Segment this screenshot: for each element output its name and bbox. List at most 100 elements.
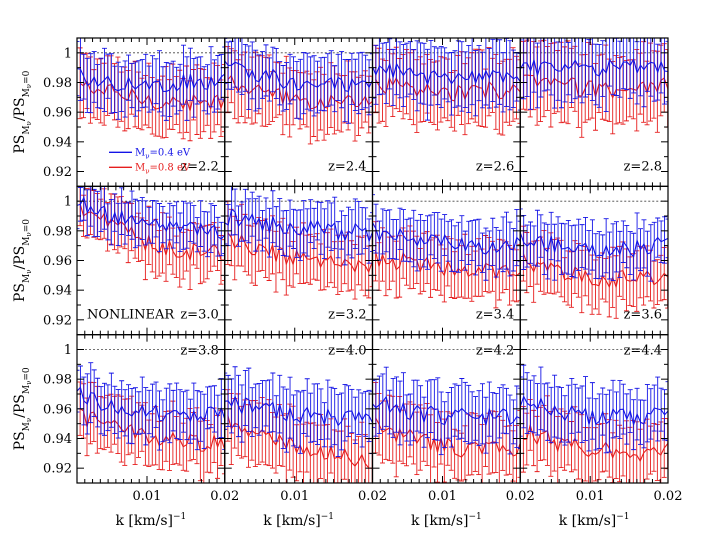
x-axis-label: k [km/s]−1: [263, 512, 334, 529]
series-line-blue: [372, 395, 521, 426]
panel-series: [77, 186, 225, 290]
y-label-num-sub: M: [22, 125, 32, 134]
y-label-num-sub: M: [22, 422, 32, 431]
series-line-blue: [372, 222, 521, 255]
panel-z-3-0: 0.92 0.94 0.96 0.98 1 z=3.0 NONLINEAR: [43, 185, 226, 336]
panel-series: [372, 38, 521, 136]
ytick-label: 0.92: [43, 462, 72, 477]
series-line-blue: [77, 195, 225, 240]
redshift-label: z=3.4: [476, 308, 514, 323]
xtick-label: 0.01: [576, 489, 605, 504]
ytick-label: 0.96: [43, 106, 72, 121]
y-label-den-subsub: ν: [25, 381, 33, 385]
panel-series: [224, 186, 373, 300]
ytick-label: 1: [64, 46, 72, 61]
y-label-den-subsub: ν: [25, 232, 33, 236]
legend-label-tail: =0.8 eV: [150, 162, 191, 173]
x-axis-label: k [km/s]−1: [559, 512, 630, 529]
ytick-label: 0.94: [43, 284, 72, 299]
series-line-blue: [77, 386, 225, 423]
series-line-blue: [520, 57, 668, 78]
redshift-label: z=4.0: [328, 344, 366, 359]
series-line-blue: [77, 68, 225, 92]
panel-z-3-2: z=3.2: [224, 185, 374, 336]
panel-z-4-4: 0.01 0.02 z=4.4: [519, 334, 682, 504]
series-line-red: [523, 74, 668, 99]
x-label-main: k [km/s]: [115, 513, 173, 529]
y-label-den-tail: =0: [22, 367, 32, 381]
panel-series: [77, 38, 225, 142]
ytick-label: 0.98: [43, 224, 72, 239]
panel-z-4-2: 0.01 0.02 z=4.2: [371, 334, 535, 504]
xtick-label: 0.02: [506, 489, 535, 504]
legend-label: Mν=0.8 eV: [135, 162, 191, 175]
redshift-label: z=2.4: [328, 159, 366, 174]
redshift-label: z=3.8: [180, 344, 218, 359]
ytick-label: 0.92: [43, 313, 72, 328]
ytick-label: 1: [64, 195, 72, 210]
panel-series: [520, 208, 668, 319]
panel-z-2-6: z=2.6: [371, 37, 521, 187]
panel-series: [372, 194, 521, 309]
series-line-blue: [520, 232, 668, 258]
y-label-num-subsub: ν: [25, 418, 33, 422]
y-label-num: PS: [12, 431, 28, 450]
y-label-den-tail: =0: [22, 70, 32, 84]
panel-z-4-0: 0.01 0.02 z=4.0: [224, 334, 387, 504]
series-line-blue: [224, 60, 373, 93]
panel-series: [77, 362, 225, 483]
y-label-slash: /PS: [12, 394, 28, 418]
panel-z-3-8: 0.92 0.94 0.96 0.98 1 0.01 0.02 z=3.8: [43, 334, 239, 504]
y-label-num-subsub: ν: [25, 121, 33, 125]
ytick-label: 0.96: [43, 402, 72, 417]
series-line-blue: [224, 208, 373, 243]
y-label-den-sub: M: [22, 385, 32, 394]
y-label-den-tail: =0: [22, 219, 32, 233]
y-label-num-sub: M: [22, 274, 32, 283]
ytick-label: 0.94: [43, 135, 72, 150]
xtick-label: 0.01: [280, 489, 309, 504]
panel-series: [520, 364, 668, 483]
ytick-label: 0.94: [43, 432, 72, 447]
x-axis-label: k [km/s]−1: [411, 512, 482, 529]
redshift-label: z=2.2: [180, 159, 218, 174]
redshift-label: z=2.6: [476, 159, 514, 174]
panel-z-2-4: z=2.4: [224, 37, 374, 187]
xtick-label: 0.02: [358, 489, 387, 504]
redshift-label: z=3.6: [624, 308, 662, 323]
x-label-exp: −1: [173, 512, 186, 522]
x-label-main: k [km/s]: [263, 513, 321, 529]
panel-z-2-8: z=2.8: [519, 37, 669, 187]
ytick-label: 0.98: [43, 76, 72, 91]
x-label-exp: −1: [321, 512, 334, 522]
series-line-red: [79, 79, 225, 111]
y-label-den-sub: M: [22, 237, 32, 246]
y-label-num: PS: [12, 135, 28, 154]
x-label-exp: −1: [616, 512, 629, 522]
panel-z-2-2: 0.92 0.94 0.96 0.98 1 z=2.2Mν=0.4 eV Mν=0.8 eV: [43, 37, 226, 187]
panel-series: [520, 38, 668, 138]
panel-series: [372, 366, 521, 483]
series-line-red: [522, 253, 668, 289]
nonlinear-label: NONLINEAR: [87, 308, 175, 323]
legend: Mν=0.4 eV Mν=0.8 eV: [109, 147, 191, 175]
series-line-blue: [520, 395, 668, 427]
y-axis-label: PSMν/PSMν=0: [12, 219, 33, 302]
ytick-label: 0.92: [43, 165, 72, 180]
redshift-label: z=2.8: [624, 159, 662, 174]
ytick-label: 0.98: [43, 373, 72, 388]
series-line-blue: [372, 62, 521, 87]
errorbars-blue: [77, 186, 225, 258]
ytick-label: 0.96: [43, 254, 72, 269]
series-line-blue: [224, 394, 373, 427]
panel-series: [224, 38, 373, 145]
panel-z-3-6: z=3.6: [519, 185, 669, 336]
legend-label-tail: =0.4 eV: [150, 147, 191, 158]
x-label-exp: −1: [469, 512, 482, 522]
xtick-label: 0.01: [428, 489, 457, 504]
redshift-label: z=3.2: [328, 308, 366, 323]
legend-label: Mν=0.4 eV: [135, 147, 191, 160]
panel-z-3-4: z=3.4: [371, 185, 521, 336]
